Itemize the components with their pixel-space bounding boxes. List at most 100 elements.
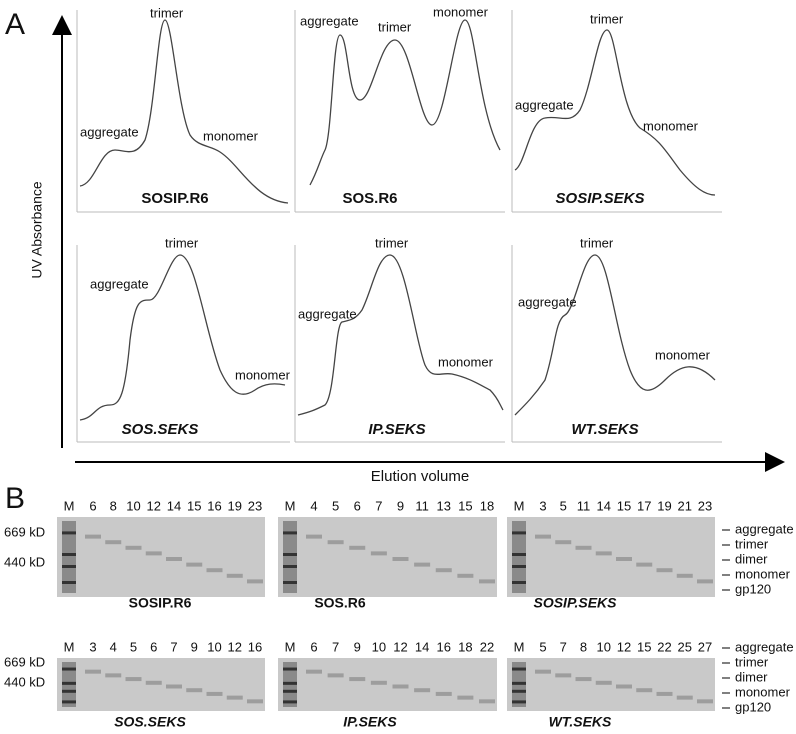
peak-label: trimer [165,235,199,250]
trace [514,254,716,416]
band-label: dimer [735,669,768,684]
lane-band [85,669,101,674]
trace [309,19,501,186]
marker-band [512,553,526,556]
peak-label: monomer [643,118,699,133]
lane-label: 10 [126,498,140,513]
trace [514,29,716,196]
lane-label: 10 [207,639,221,654]
marker-band [62,681,76,685]
lane-band [349,677,366,682]
lane-band [616,557,632,561]
peak-label: monomer [203,128,259,143]
gel [278,517,497,597]
lane-label: 3 [539,498,546,513]
lane-label: 9 [354,639,361,654]
lane-band [636,562,653,567]
band-label: dimer [735,551,768,566]
lane-label: M [514,498,525,513]
marker-band [283,700,297,704]
lane-band [370,680,387,685]
lane-band [414,562,431,567]
lane-band [555,540,572,545]
marker-band [283,565,297,568]
lane-band [306,669,322,674]
peak-label: monomer [433,4,489,19]
band-label: aggregate [735,639,794,654]
lane-band [226,695,243,700]
peak-label: aggregate [518,294,577,309]
lane-band [435,691,452,696]
lane-label: 17 [637,498,651,513]
lane-band [535,669,551,674]
lane-label: 18 [480,498,494,513]
lane-label: 6 [354,498,361,513]
lane-label: 3 [89,639,96,654]
lane-label: 15 [458,498,472,513]
marker-label: 669 kD [4,654,45,669]
lane-label: 19 [657,498,671,513]
lane-label: M [285,639,296,654]
lane-label: 12 [393,639,407,654]
lane-label: M [285,498,296,513]
lane-band [247,579,263,584]
lane-label: 6 [310,639,317,654]
lane-band [676,573,693,578]
lane-label: 16 [248,639,262,654]
lane-band [457,573,474,578]
lane-label: 6 [150,639,157,654]
lane-label: 12 [228,639,242,654]
lane-label: 15 [187,498,201,513]
marker-label: 669 kD [4,524,45,539]
marker-band [62,553,76,556]
lane-label: M [64,498,75,513]
lane-band [479,579,495,584]
lane-label: 8 [580,639,587,654]
lane-label: 22 [480,639,494,654]
lane-label: 22 [657,639,671,654]
lane-label: 7 [332,639,339,654]
lane-band [479,699,495,704]
band-label: trimer [735,654,769,669]
lane-band [247,699,263,704]
marker-band [512,689,526,693]
lane-band [414,688,431,693]
plot-name: SOS.R6 [342,190,397,207]
lane-label: 11 [415,498,429,513]
lane-label: 5 [560,498,567,513]
peak-label: trimer [580,235,614,250]
lane-band [145,680,162,685]
lane-band [392,557,409,561]
lane-label: 14 [597,498,611,513]
lane-label: 16 [437,639,451,654]
marker-band [62,689,76,693]
marker-band [62,581,76,584]
marker-band [283,581,297,584]
lane-label: 9 [191,639,198,654]
marker-lane [512,521,526,593]
marker-band [283,689,297,693]
lane-band [186,562,203,567]
peak-label: aggregate [515,97,574,112]
lane-label: 18 [458,639,472,654]
plot-name: SOSIP.R6 [141,190,208,207]
marker-band [62,700,76,704]
lane-band [656,568,673,573]
y-axis-label: UV Absorbance [29,181,45,278]
marker-band [512,531,526,535]
lane-label: 21 [678,498,692,513]
lane-band [457,695,474,700]
lane-band [349,545,366,550]
gel-name: SOSIP.SEKS [533,595,617,611]
lane-band [226,573,243,578]
gel-name: IP.SEKS [343,714,397,730]
lane-label: M [64,639,75,654]
lane-band [125,677,142,682]
lane-band [327,540,344,545]
lane-band [697,579,713,584]
plot-name: SOSIP.SEKS [556,190,645,207]
lane-label: 13 [437,498,451,513]
peak-label: trimer [590,11,624,26]
lane-label: 8 [110,498,117,513]
peak-label: aggregate [80,124,139,139]
